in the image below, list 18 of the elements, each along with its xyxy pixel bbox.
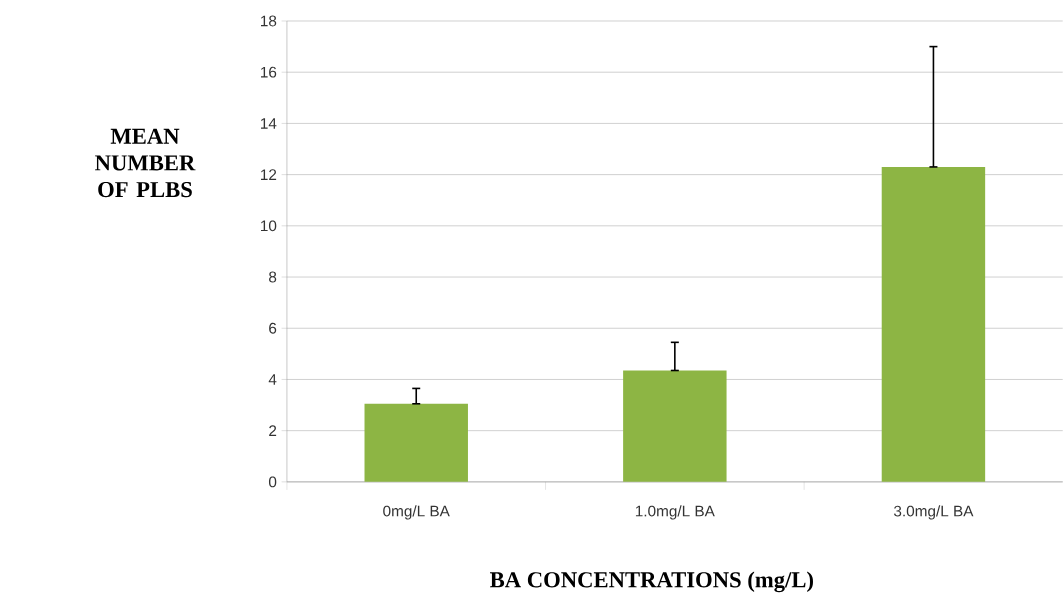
bar (881, 167, 986, 482)
x-tick-label: 1.0mg/L BA (635, 505, 715, 520)
y-tick-label: 8 (269, 271, 277, 283)
y-tick-label: 6 (269, 322, 277, 334)
y-tick-label: 10 (261, 220, 277, 232)
y-tick-label: 2 (269, 425, 277, 437)
x-tick-label: 3.0mg/L BA (893, 505, 974, 520)
x-axis-title: BA CONCENTRATIONS (mg/L) (490, 571, 813, 593)
y-tick-label: 16 (261, 66, 277, 78)
x-tick-label: 0mg/L BA (383, 505, 450, 520)
y-tick-label: 12 (261, 169, 277, 181)
bar (364, 403, 468, 482)
y-tick-label: 18 (261, 15, 277, 27)
y-tick-label: 4 (268, 374, 277, 385)
y-axis-title: MEAN NUMBER OF PLBS (95, 128, 196, 198)
y-tick-label: 0 (268, 476, 277, 488)
y-tick-label: 14 (261, 118, 277, 129)
bar (623, 370, 727, 482)
